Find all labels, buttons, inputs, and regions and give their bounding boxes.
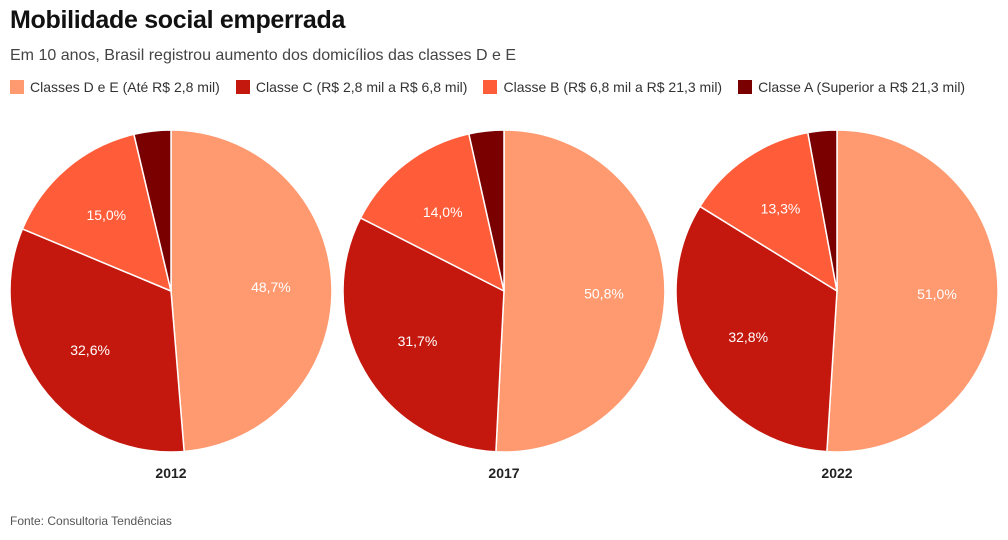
chart-title: Mobilidade social emperrada xyxy=(10,6,346,34)
pie-2017: 50,8% 31,7% 14,0% 2017 xyxy=(342,129,666,481)
slice-label-2022-classe-c: 32,8% xyxy=(728,329,768,345)
year-label-2012: 2012 xyxy=(155,465,186,481)
legend: Classes D e E (Até R$ 2,8 mil) Classe C … xyxy=(10,79,965,95)
year-label-2022: 2022 xyxy=(821,465,852,481)
pie-slice-2022-classe-a xyxy=(807,129,838,292)
pie-slice-2012-classes-d-e xyxy=(170,129,333,453)
legend-label: Classe C (R$ 2,8 mil a R$ 6,8 mil) xyxy=(255,79,468,95)
pie-2022: 51,0% 32,8% 13,3% 2022 xyxy=(675,129,999,481)
slice-label-2017-classe-c: 31,7% xyxy=(398,333,438,349)
legend-item-classe-b: Classe B (R$ 6,8 mil a R$ 21,3 mil) xyxy=(483,79,722,95)
slice-label-2012-classes-d-e: 48,7% xyxy=(251,279,291,295)
pie-slice-2022-classe-c xyxy=(675,205,838,453)
slice-label-2017-classes-d-e: 50,8% xyxy=(584,286,624,302)
chart-subtitle: Em 10 anos, Brasil registrou aumento dos… xyxy=(10,47,517,64)
slice-label-2017-classe-b: 14,0% xyxy=(423,204,463,220)
legend-item-classe-c: Classe C (R$ 2,8 mil a R$ 6,8 mil) xyxy=(235,79,468,95)
legend-swatch xyxy=(235,80,250,94)
pie-slice-2017-classes-d-e xyxy=(495,129,666,453)
legend-swatch xyxy=(738,80,753,94)
slice-label-2022-classe-b: 13,3% xyxy=(761,200,801,216)
pie-slice-2022-classe-b xyxy=(699,131,838,292)
pie-slice-2022-classes-d-e xyxy=(826,129,999,453)
slice-label-2022-classes-d-e: 51,0% xyxy=(917,286,957,302)
pie-slice-2017-classe-c xyxy=(342,217,505,453)
pie-slice-2012-classe-a xyxy=(133,129,172,292)
pie-slice-2012-classe-c xyxy=(9,228,185,453)
legend-item-classes-d-e: Classes D e E (Até R$ 2,8 mil) xyxy=(10,79,220,95)
source-note: Fonte: Consultoria Tendências xyxy=(10,514,172,528)
legend-item-classe-a: Classe A (Superior a R$ 21,3 mil) xyxy=(738,79,965,95)
slice-label-2012-classe-b: 15,0% xyxy=(86,207,126,223)
legend-label: Classe A (Superior a R$ 21,3 mil) xyxy=(758,79,966,95)
legend-label: Classe B (R$ 6,8 mil a R$ 21,3 mil) xyxy=(503,79,723,95)
legend-label: Classes D e E (Até R$ 2,8 mil) xyxy=(30,79,220,95)
legend-swatch xyxy=(483,80,498,94)
pie-2012: 48,7% 32,6% 15,0% 2012 xyxy=(9,129,333,481)
legend-swatch xyxy=(10,80,24,94)
pie-slice-2017-classe-b xyxy=(359,133,505,292)
slice-label-2012-classe-c: 32,6% xyxy=(70,342,110,358)
pie-slice-2017-classe-a xyxy=(468,129,505,292)
year-label-2017: 2017 xyxy=(488,465,519,481)
pie-slice-2012-classe-b xyxy=(21,133,172,292)
